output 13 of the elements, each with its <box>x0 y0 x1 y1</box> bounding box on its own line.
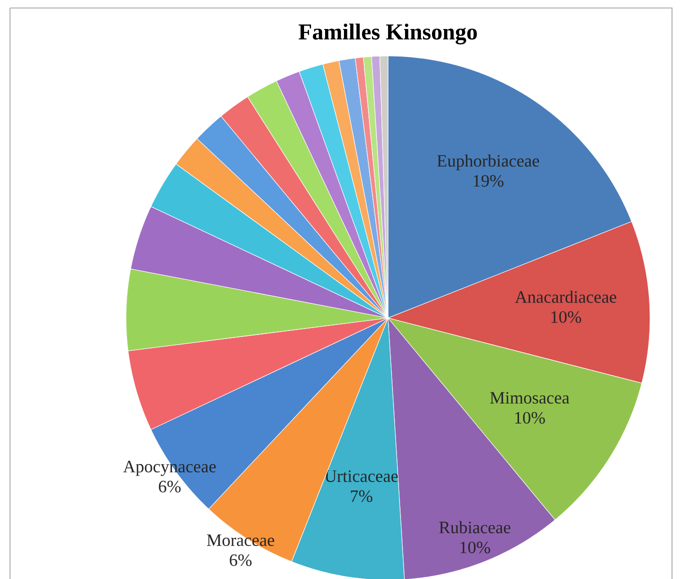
data-label: 6% <box>230 554 252 566</box>
slice-label: Rubiaceae <box>439 521 510 534</box>
chart-title: Familles Kinsongo <box>298 24 477 44</box>
slice-label: Mimosacea <box>490 392 570 404</box>
data-label: 10% <box>460 542 490 554</box>
data-label: 6% <box>158 480 181 492</box>
slice-label: Urticaceae <box>324 470 398 482</box>
slice-label: Anacardiaceae <box>514 290 616 303</box>
data-label: 10% <box>515 412 545 424</box>
data-label: 19% <box>474 175 504 187</box>
slice-label: Euphorbiaceae <box>437 154 540 170</box>
data-label: 10% <box>551 311 582 323</box>
data-label: 7% <box>350 490 372 502</box>
